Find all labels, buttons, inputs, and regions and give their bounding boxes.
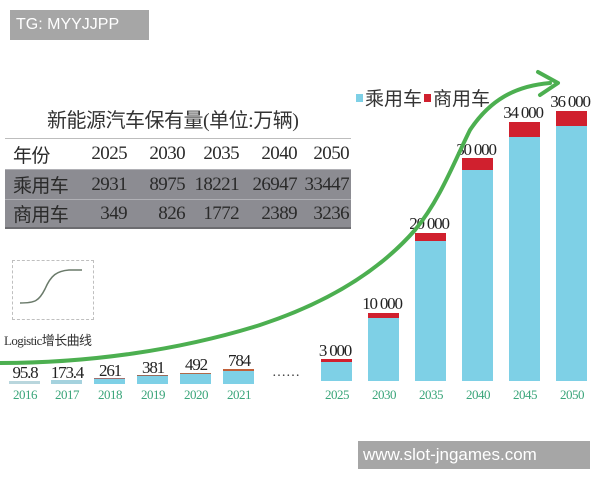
table-cell: 18221 [194, 173, 239, 195]
year-label: 2018 [98, 387, 123, 402]
value-label: 3 000 [318, 341, 352, 360]
table-cell: 乘用车 [13, 176, 69, 197]
table-cell: 1772 [203, 202, 239, 224]
logistic-label: Logistic增长曲线 [4, 333, 92, 348]
year-label: 2019 [141, 387, 166, 402]
header-cell: 2035 [203, 143, 239, 164]
legend-label-commercial: 商用车 [433, 89, 491, 110]
table-cell: 2389 [261, 202, 297, 224]
year-label: 2017 [55, 387, 80, 402]
legend-label-passenger: 乘用车 [365, 89, 423, 110]
value-label: 34 000 [503, 103, 544, 122]
value-label: 36 000 [550, 92, 591, 111]
header-cell: 2030 [149, 143, 185, 164]
table-title: 新能源汽车保有量(单位:万辆) [47, 110, 299, 132]
bar-2018 [94, 378, 125, 384]
value-label: 20 000 [409, 214, 450, 233]
table-cell: 商用车 [13, 205, 69, 226]
value-label: 492 [185, 355, 208, 374]
header-cell: 2025 [91, 143, 127, 164]
bar-2019 [137, 375, 168, 384]
table-header-row: 年份 2025 2030 2035 2040 2050 [5, 138, 351, 169]
data-table: 年份 2025 2030 2035 2040 2050 乘用车 2931 897… [5, 138, 351, 229]
value-label: 30 000 [456, 140, 497, 159]
table-cell: 3236 [313, 202, 349, 224]
ellipsis: …… [272, 365, 300, 380]
table-row-commercial: 商用车 349 826 1772 2389 3236 [5, 199, 351, 229]
year-label: 2020 [184, 387, 209, 402]
year-label: 2045 [513, 387, 538, 402]
bar-2045 [509, 122, 540, 381]
value-label: 381 [142, 358, 165, 377]
value-label: 10 000 [362, 294, 403, 313]
table-cell: 26947 [252, 173, 297, 195]
bar-2025 [321, 359, 352, 381]
year-label: 2040 [466, 387, 491, 402]
year-label: 2016 [13, 387, 38, 402]
year-label: 2025 [325, 387, 350, 402]
table-cell: 8975 [149, 173, 185, 195]
bar-2021 [223, 369, 254, 384]
bar-2020 [180, 373, 211, 384]
bar-2040 [462, 158, 493, 381]
watermark-bottom: www.slot-jngames.com [358, 441, 590, 469]
table-cell: 2931 [91, 173, 127, 195]
header-cell: 年份 [13, 145, 50, 167]
table-cell: 349 [100, 202, 127, 224]
value-label: 173.4 [50, 363, 84, 382]
logistic-curve-inset [12, 260, 94, 320]
year-label: 2021 [227, 387, 252, 402]
bar-2017 [51, 380, 82, 384]
bar-2035 [415, 233, 446, 381]
bar-2016 [9, 381, 40, 384]
table-row-passenger: 乘用车 2931 8975 18221 26947 33447 [5, 169, 351, 199]
legend-swatch-passenger [356, 93, 363, 102]
header-cell: 2050 [313, 143, 349, 164]
value-label: 784 [228, 351, 251, 370]
value-label: 95.8 [12, 363, 39, 382]
year-label: 2050 [560, 387, 585, 402]
header-cell: 2040 [261, 143, 297, 164]
table-cell: 33447 [304, 173, 349, 195]
year-label: 2035 [419, 387, 444, 402]
year-label: 2030 [372, 387, 397, 402]
watermark-top: TG: MYYJJPP [10, 10, 149, 40]
legend-swatch-commercial [424, 93, 432, 102]
bar-2030 [368, 313, 399, 381]
table-cell: 826 [158, 202, 185, 224]
logistic-curve-icon [19, 269, 82, 304]
chart-legend: 乘用车 商用车 [356, 84, 490, 111]
value-label: 261 [99, 361, 122, 380]
bar-2050 [556, 111, 587, 381]
